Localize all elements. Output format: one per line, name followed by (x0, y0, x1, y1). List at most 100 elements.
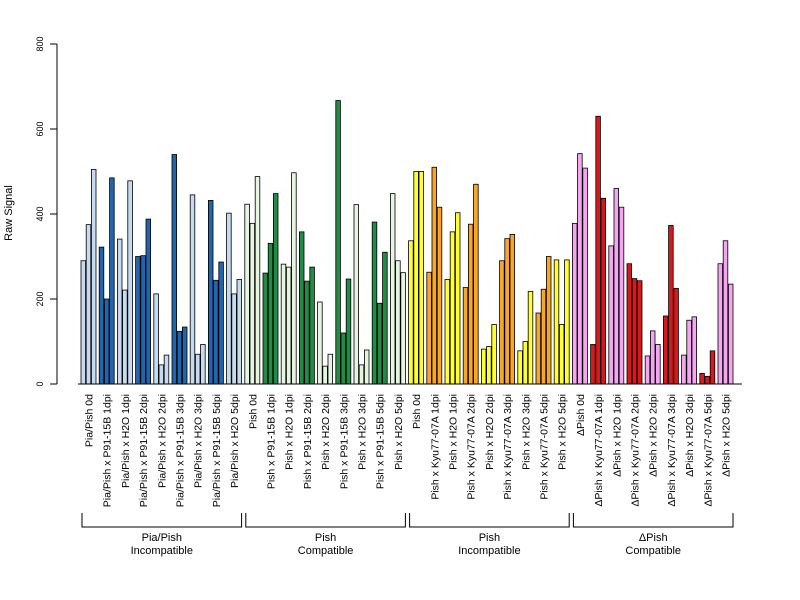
x-tick-label: Pish x Kyu77-07A 5dpi (539, 394, 551, 500)
x-tick-label: Pish x P91-15B 1dpi (266, 394, 278, 489)
bar (353, 204, 359, 385)
bar (572, 222, 578, 385)
bar (340, 332, 346, 385)
bar (117, 238, 123, 385)
bar (728, 283, 734, 385)
bar (231, 293, 237, 385)
bar (559, 324, 565, 385)
bar (244, 203, 250, 385)
bar (600, 197, 606, 385)
bar (218, 261, 224, 385)
bar (226, 212, 232, 385)
bar (153, 293, 159, 385)
bar (80, 260, 86, 385)
bar (444, 279, 450, 385)
bar (413, 171, 419, 385)
bar (322, 365, 328, 385)
x-tick-label: Pia/Pish x H2O 3dpi (193, 394, 205, 488)
bar (522, 341, 528, 385)
bar (335, 100, 341, 385)
bar (704, 375, 710, 385)
x-tick-label: Pish x H2O 2dpi (320, 394, 332, 470)
x-tick-label: Pish x Kyu77-07A 3dpi (502, 394, 514, 500)
bar (91, 168, 97, 385)
bar (509, 233, 515, 385)
bar (709, 350, 716, 385)
x-tick-label: ΔPish x Kyu77-07A 2dpi (630, 394, 642, 507)
bar (499, 260, 505, 385)
x-tick-label: ΔPish x Kyu77-07A 3dpi (666, 394, 678, 507)
bar (145, 218, 151, 385)
y-tick-label: 800 (35, 36, 45, 51)
bar (158, 364, 164, 385)
bar (200, 344, 206, 385)
group-bracket (409, 513, 570, 528)
bar (382, 251, 388, 385)
bar (304, 280, 310, 385)
x-tick-label: ΔPish x Kyu77-07A 1dpi (593, 394, 605, 507)
bar (473, 183, 479, 385)
bar (207, 199, 214, 385)
bar (553, 259, 560, 385)
group-bracket (81, 513, 243, 528)
x-tick-label: ΔPish x Kyu77-07A 5dpi (702, 394, 714, 507)
x-tick-label: ΔPish 0d (575, 394, 587, 436)
bar (309, 266, 315, 385)
bar (358, 364, 365, 385)
bar (426, 271, 432, 385)
bar (85, 224, 92, 385)
x-tick-label: Pish x Kyu77-07A 1dpi (429, 394, 441, 500)
bar (291, 172, 297, 385)
bar (345, 278, 352, 385)
bar (436, 206, 443, 385)
bar (285, 266, 292, 385)
bar (626, 263, 632, 385)
y-tick-label: 600 (35, 121, 45, 136)
bar (608, 245, 614, 385)
bar (127, 180, 133, 385)
bar (176, 330, 183, 385)
x-tick-label: Pia/Pish 0d (84, 394, 96, 447)
bar (486, 346, 492, 385)
x-tick-label: Pish x H2O 3dpi (357, 394, 369, 470)
bar (517, 350, 523, 385)
bar (317, 301, 323, 385)
x-tick-label: Pish x Kyu77-07A 2dpi (466, 394, 478, 500)
bar (722, 240, 729, 385)
bar (109, 177, 115, 385)
bar (540, 288, 547, 385)
bar (395, 260, 401, 385)
group-label-line1: ΔPish (639, 532, 668, 544)
bar (527, 290, 534, 385)
bar (491, 324, 497, 385)
bar (582, 167, 588, 385)
group-label-line2: Incompatible (131, 545, 193, 557)
bar (717, 263, 723, 385)
x-tick-label: Pia/Pish x P91-15B 1dpi (102, 394, 114, 507)
bar (249, 222, 255, 385)
group-label-line1: Pia/Pish (142, 532, 182, 544)
bar (613, 188, 619, 385)
bar (650, 330, 656, 385)
bar (480, 348, 487, 385)
group-label-line1: Pish (479, 532, 500, 544)
y-axis-label: Raw Signal (3, 185, 15, 241)
bar (280, 263, 287, 385)
bar (189, 194, 196, 385)
bar (467, 223, 474, 385)
bar (400, 272, 406, 385)
x-tick-label: Pia/Pish x P91-15B 3dpi (175, 394, 187, 507)
bar (272, 193, 279, 385)
bar (418, 171, 424, 385)
y-axis: 0 200 400 600 800 (35, 36, 58, 387)
bar (590, 344, 596, 385)
x-tick-label: Pish x P91-15B 3dpi (338, 394, 350, 489)
group-label-line2: Incompatible (458, 545, 520, 557)
bar (135, 256, 141, 385)
x-tick-label: ΔPish x H2O 5dpi (721, 394, 733, 477)
bars (80, 100, 734, 385)
x-tick-label: ΔPish x H2O 1dpi (611, 394, 623, 477)
y-tick-label: 0 (35, 381, 45, 386)
bar (673, 287, 679, 385)
